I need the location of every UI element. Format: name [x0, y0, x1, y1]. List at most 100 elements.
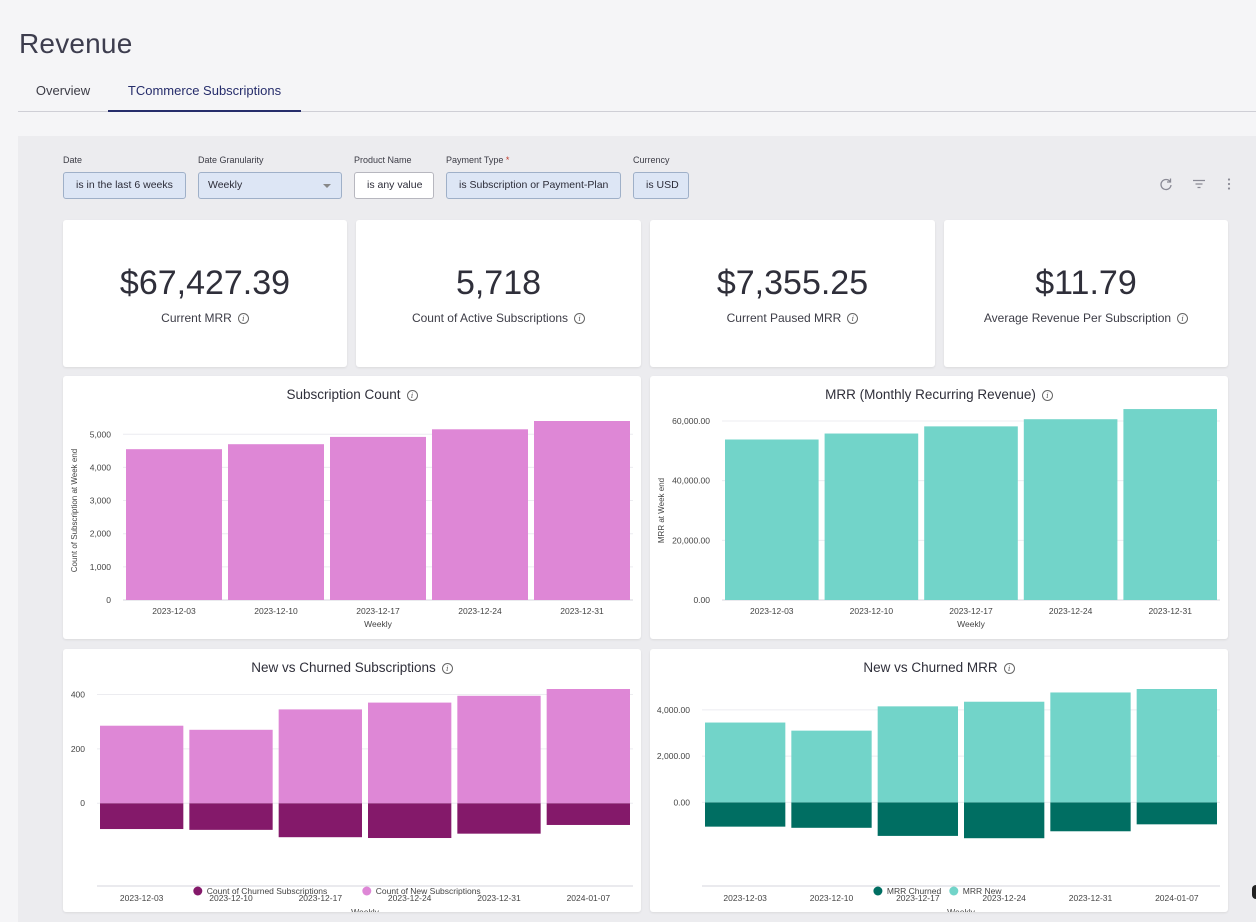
filter-currency: Currency is USD: [633, 155, 689, 199]
chart-card-subscription-count: Subscription Count i 0 1,000 2,000 3,000 4,00…: [63, 376, 641, 639]
tab-overview[interactable]: Overview: [35, 83, 91, 98]
x-axis-title: Weekly: [364, 619, 392, 629]
y-tick-label: 400: [71, 689, 85, 699]
kpi-value: $11.79: [1035, 264, 1137, 302]
bar: [330, 436, 426, 600]
bar: [228, 444, 324, 600]
filter-payment-type-value[interactable]: is Subscription or Payment-Plan: [446, 172, 621, 199]
y-tick-label: 3,000: [90, 496, 112, 506]
x-tick-label: 2023-12-31: [477, 893, 521, 903]
info-icon[interactable]: i: [441, 662, 453, 674]
x-tick-label: 2023-12-03: [750, 606, 794, 616]
x-tick-label: 2023-12-17: [299, 893, 343, 903]
y-tick-label: 0: [80, 798, 85, 808]
kpi-label: Current Paused MRR i: [650, 311, 935, 325]
bar-count-of-churned-subscriptions: [189, 803, 273, 830]
bar-mrr-churned: [877, 802, 958, 836]
bar-count-of-churned-subscriptions: [100, 803, 184, 830]
x-tick-label: 2023-12-24: [458, 606, 502, 616]
bar: [924, 426, 1018, 600]
y-axis-title: MRR at Week end: [657, 478, 666, 543]
info-icon[interactable]: i: [574, 313, 586, 325]
y-tick-label: 4,000.00: [657, 705, 690, 715]
filter-currency-label: Currency: [633, 155, 670, 165]
x-tick-label: 2023-12-24: [388, 893, 432, 903]
filter-icon[interactable]: [1191, 177, 1207, 193]
more-vert-icon[interactable]: [1221, 177, 1237, 193]
filter-date-value[interactable]: is in the last 6 weeks: [63, 172, 186, 199]
bar: [534, 421, 630, 600]
filter-date-label: Date: [63, 155, 83, 165]
x-axis-title: Weekly: [351, 907, 379, 912]
bar-count-of-new-subscriptions: [457, 695, 541, 804]
x-tick-label: 2023-12-31: [560, 606, 604, 616]
bar-mrr-new: [877, 706, 958, 803]
kpi-card-avg-revenue: $11.79 Average Revenue Per Subscription i: [944, 220, 1228, 367]
y-tick-label: 2,000: [90, 529, 112, 539]
kpi-card-paused-mrr: $7,355.25 Current Paused MRR i: [650, 220, 935, 367]
y-tick-label: 1,000: [90, 562, 112, 572]
info-icon[interactable]: i: [1177, 313, 1189, 325]
filter-product-name: Product Name is any value: [354, 155, 434, 199]
x-tick-label: 2023-12-03: [152, 606, 196, 616]
bar: [1023, 419, 1118, 600]
kpi-card-current-mrr: $67,427.39 Current MRR i: [63, 220, 347, 367]
y-tick-label: 40,000.00: [672, 476, 710, 486]
kpi-value: 5,718: [455, 264, 542, 302]
bar-mrr-churned: [791, 802, 872, 828]
date-granularity-select[interactable]: Weekly: [198, 172, 342, 199]
page-title: Revenue: [19, 28, 133, 59]
bar-count-of-new-subscriptions: [278, 709, 362, 804]
x-tick-label: 2023-12-24: [982, 893, 1026, 903]
bar-mrr-new: [1050, 692, 1131, 803]
y-tick-label: 20,000.00: [672, 535, 710, 545]
info-icon[interactable]: i: [847, 313, 859, 325]
info-icon[interactable]: i: [1003, 662, 1015, 674]
chevron-down-icon: [323, 184, 331, 188]
kpi-value: $67,427.39: [119, 264, 291, 302]
chart-title-text: New vs Churned Subscriptions: [251, 660, 436, 675]
refresh-icon[interactable]: [1158, 177, 1174, 193]
bar-count-of-churned-subscriptions: [368, 803, 452, 839]
filter-currency-value[interactable]: is USD: [633, 172, 689, 199]
bar-count-of-new-subscriptions: [100, 725, 184, 804]
info-icon[interactable]: i: [1041, 389, 1053, 401]
chart-title: New vs Churned Subscriptions i: [63, 660, 641, 675]
tab-tcommerce-subscriptions[interactable]: TCommerce Subscriptions: [108, 78, 301, 112]
filter-product-name-value[interactable]: is any value: [354, 172, 434, 199]
kpi-label-text: Count of Active Subscriptions: [411, 311, 569, 325]
y-tick-label: 0.00: [693, 595, 710, 605]
x-tick-label: 2023-12-24: [1049, 606, 1093, 616]
y-tick-label: 0.00: [673, 797, 690, 807]
y-tick-label: 200: [71, 744, 85, 754]
bar-mrr-new: [964, 701, 1045, 803]
bar-mrr-churned: [964, 802, 1045, 839]
bar: [1123, 409, 1217, 600]
x-tick-label: 2023-12-31: [1069, 893, 1113, 903]
new-vs-churned-mrr-chart: 0.00 2,000.00 4,000.00 2023-12-03 2023-12-10…: [657, 689, 1220, 912]
bar: [126, 449, 222, 600]
info-icon[interactable]: i: [237, 313, 249, 325]
bar-count-of-churned-subscriptions: [546, 803, 630, 825]
bar: [725, 439, 819, 600]
legend-label: MRR Churned: [887, 886, 942, 896]
info-icon[interactable]: i: [406, 389, 418, 401]
x-tick-label: 2023-12-17: [896, 893, 940, 903]
x-tick-label: 2023-12-17: [949, 606, 993, 616]
legend-swatch: [949, 886, 959, 896]
kpi-label: Current MRR i: [63, 311, 347, 325]
bar-mrr-new: [1136, 689, 1217, 803]
chart-card-new-vs-churned-subscriptions: New vs Churned Subscriptions i 0 200 400 202…: [63, 649, 641, 912]
filter-payment-type-label: Payment Type *: [446, 155, 621, 172]
scrollbar-handle[interactable]: [1252, 885, 1256, 899]
x-tick-label: 2023-12-03: [723, 893, 767, 903]
x-axis-title: Weekly: [957, 619, 985, 629]
x-tick-label: 2023-12-31: [1148, 606, 1192, 616]
x-tick-label: 2023-12-10: [254, 606, 298, 616]
x-tick-label: 2023-12-17: [356, 606, 400, 616]
filter-date-granularity: Date Granularity Weekly: [198, 155, 342, 199]
x-tick-label: 2024-01-07: [1155, 893, 1199, 903]
bar: [432, 429, 528, 600]
bar-count-of-new-subscriptions: [189, 729, 273, 804]
bar-count-of-churned-subscriptions: [457, 803, 541, 834]
